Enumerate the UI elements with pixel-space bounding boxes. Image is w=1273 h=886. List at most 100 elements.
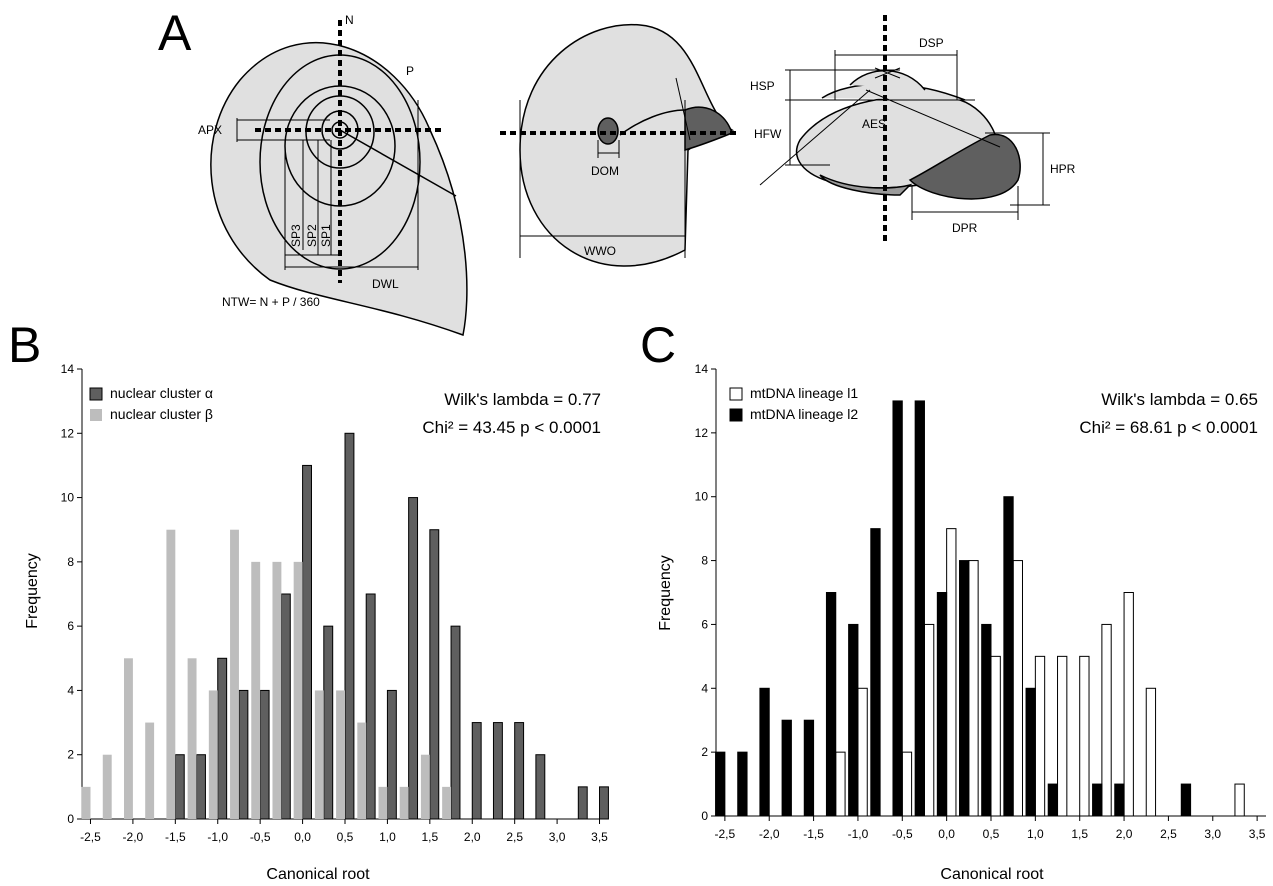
panel-b-x-tick-label: 1,0 — [379, 830, 396, 844]
panel-b-bar-nuclear-cluster — [471, 722, 482, 820]
panel-c-x-tick-label: -2,0 — [759, 827, 780, 841]
panel-c-y-tick-label: 10 — [695, 490, 709, 504]
panel-c-bar-mtdna-lineage-l2 — [803, 719, 815, 817]
panel-b-y-tick-label: 10 — [61, 491, 75, 505]
panel-b-bar-nuclear-cluster — [599, 786, 609, 820]
panel-c-y-tick-label: 14 — [695, 362, 709, 376]
panel-b-bar-nuclear-cluster — [386, 689, 397, 820]
panel-b-legend-label: nuclear cluster β — [110, 406, 213, 422]
panel-b-bar-nuclear-cluster — [280, 593, 291, 820]
panel-c-x-tick-label: 0,0 — [938, 827, 955, 841]
panel-c-chi-square: Chi² = 68.61 p < 0.0001 — [1079, 418, 1258, 437]
panel-b-bar-nuclear-cluster — [323, 625, 334, 820]
panel-c-bar-mtdna-lineage-l1 — [1234, 783, 1245, 817]
panel-b-bar-nuclear-cluster — [238, 689, 249, 820]
panel-c-y-axis-title: Frequency — [657, 555, 674, 631]
panel-b-bar-nuclear-cluster — [187, 658, 197, 819]
panel-c-bar-mtdna-lineage-l2 — [715, 751, 726, 817]
panel-c-x-tick-label: 1,5 — [1071, 827, 1088, 841]
label-wwo: WWO — [584, 244, 616, 258]
panel-c-bar-mtdna-lineage-l2 — [759, 687, 770, 817]
panel-a-letter: A — [158, 5, 192, 61]
panel-b-x-tick-label: -1,5 — [165, 830, 186, 844]
panel-c-x-axis-title: Canonical root — [940, 866, 1044, 883]
panel-b-bar-nuclear-cluster — [196, 754, 206, 820]
shell-umbilical-outline — [519, 23, 735, 267]
panel-b-legend-label: nuclear cluster α — [110, 385, 213, 401]
panel-b-bar-nuclear-cluster — [514, 722, 525, 820]
panel-b-bar-nuclear-cluster — [357, 722, 367, 819]
panel-b-x-tick-label: 1,5 — [421, 830, 438, 844]
panel-c-bar-mtdna-lineage-l1 — [1145, 687, 1157, 817]
panel-c-bar-mtdna-lineage-l2 — [981, 623, 992, 817]
panel-b-bar-nuclear-cluster — [123, 658, 133, 819]
panel-b-chi-square: Chi² = 43.45 p < 0.0001 — [422, 418, 601, 437]
panel-b: B 0 2 4 6 8 10 12 14 -2,5 -2,0 -1,5 -1,0 -0,5 0,0 0,5 1… — [8, 317, 609, 883]
panel-b-bar-nuclear-cluster — [365, 593, 376, 820]
panel-b-x-tick-label: 0,0 — [294, 830, 311, 844]
panel-b-y-tick-label: 2 — [67, 748, 74, 762]
panel-c-x-tick-label: 2,0 — [1116, 827, 1133, 841]
panel-b-bar-nuclear-cluster — [217, 657, 228, 820]
panel-b-bar-nuclear-cluster — [577, 786, 588, 820]
label-apx: APX — [198, 123, 222, 137]
panel-c-letter: C — [640, 317, 676, 373]
panel-c-bar-mtdna-lineage-l2 — [781, 719, 792, 817]
panel-c-bar-mtdna-lineage-l2 — [870, 528, 881, 817]
panel-b-letter: B — [8, 317, 41, 373]
label-sp1: SP1 — [319, 224, 333, 247]
panel-b-x-tick-label: -1,0 — [207, 830, 228, 844]
panel-c: C 0 2 4 6 8 10 12 14 -2,5 -2,0 -1,5 -1,0 -0,5 0,0 0,5 1… — [640, 317, 1266, 883]
histogram-b: 0 2 4 6 8 10 12 14 -2,5 -2,0 -1,5 -1,0 -0,5 0,0 0,5 1,0… — [61, 362, 609, 844]
panel-b-bar-nuclear-cluster — [272, 561, 282, 819]
panel-b-bar-nuclear-cluster — [102, 754, 112, 819]
panel-c-y-tick-label: 12 — [695, 426, 709, 440]
panel-b-bar-nuclear-cluster — [174, 754, 185, 820]
label-sp3: SP3 — [289, 224, 303, 247]
panel-b-bar-nuclear-cluster — [81, 786, 91, 819]
panel-c-bar-mtdna-lineage-l2 — [1092, 783, 1103, 817]
panel-b-bar-nuclear-cluster — [408, 497, 419, 820]
panel-b-bar-nuclear-cluster — [429, 529, 440, 820]
panel-b-bar-nuclear-cluster — [378, 786, 388, 819]
panel-c-legend-swatch — [729, 387, 743, 401]
aperture — [684, 106, 733, 152]
panel-c-y-tick-label: 2 — [701, 745, 708, 759]
label-aes: AES — [862, 117, 886, 131]
shell-apical-outline — [210, 41, 468, 337]
panel-c-y-tick-label: 4 — [701, 681, 708, 695]
histogram-c: 0 2 4 6 8 10 12 14 -2,5 -2,0 -1,5 -1,0 -0,5 0,0 0,5 1,0… — [695, 362, 1266, 841]
panel-c-bar-mtdna-lineage-l1 — [901, 751, 913, 817]
panel-c-bar-mtdna-lineage-l1 — [857, 687, 868, 817]
panel-c-bar-mtdna-lineage-l2 — [1114, 783, 1125, 817]
panel-c-bar-mtdna-lineage-l2 — [959, 560, 970, 817]
panel-b-bar-nuclear-cluster — [344, 432, 355, 820]
panel-b-bar-nuclear-cluster — [302, 464, 312, 820]
label-ntw-formula: NTW= N + P / 360 — [222, 295, 320, 309]
shell-apical-view — [210, 20, 468, 337]
panel-c-bar-mtdna-lineage-l1 — [1079, 655, 1090, 817]
panel-c-bar-mtdna-lineage-l2 — [914, 400, 925, 817]
panel-c-x-tick-label: 0,5 — [983, 827, 1000, 841]
panel-c-bar-mtdna-lineage-l2 — [1047, 783, 1059, 817]
panel-c-x-tick-label: 3,5 — [1249, 827, 1266, 841]
panel-b-x-tick-label: 3,0 — [549, 830, 566, 844]
panel-c-bar-mtdna-lineage-l1 — [1123, 592, 1134, 817]
panel-c-bar-mtdna-lineage-l1 — [990, 655, 1001, 817]
panel-b-x-tick-label: 3,5 — [591, 830, 608, 844]
panel-b-bar-nuclear-cluster — [399, 786, 409, 819]
panel-b-x-tick-label: -2,5 — [80, 830, 101, 844]
panel-b-bar-nuclear-cluster — [535, 754, 546, 820]
label-dom: DOM — [591, 164, 619, 178]
panel-b-x-axis-title: Canonical root — [266, 866, 370, 883]
panel-b-bar-nuclear-cluster — [420, 754, 430, 819]
panel-b-y-axis-title: Frequency — [24, 553, 41, 629]
panel-b-bar-nuclear-cluster — [314, 690, 324, 819]
panel-b-legend-swatch — [90, 409, 102, 421]
panel-c-x-tick-label: 1,0 — [1027, 827, 1044, 841]
label-p: P — [406, 64, 414, 78]
panel-c-bar-mtdna-lineage-l1 — [1101, 623, 1112, 817]
panel-c-y-tick-label: 0 — [701, 809, 708, 823]
panel-b-wilks-lambda: Wilk's lambda = 0.77 — [444, 390, 601, 409]
